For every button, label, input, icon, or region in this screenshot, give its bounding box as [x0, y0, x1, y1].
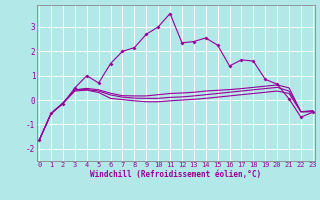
X-axis label: Windchill (Refroidissement éolien,°C): Windchill (Refroidissement éolien,°C) [91, 170, 261, 179]
